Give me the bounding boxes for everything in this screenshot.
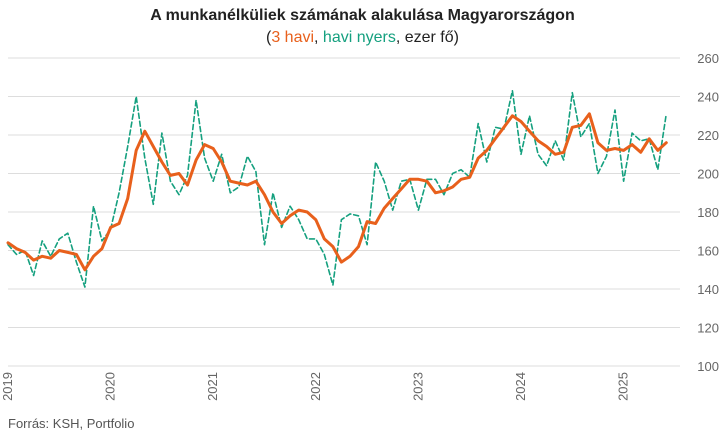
- y-tick-label-160: 160: [697, 244, 719, 259]
- y-tick-label-220: 220: [697, 128, 719, 143]
- chart-title: A munkanélküliek számának alakulása Magy…: [150, 7, 575, 24]
- subtitle-rest: , ezer fő): [395, 29, 459, 46]
- legend-havi-nyers: havi nyers: [322, 29, 396, 46]
- y-tick-label-100: 100: [697, 359, 719, 374]
- y-tick-label-140: 140: [697, 282, 719, 297]
- x-tick-label-2022: 2022: [308, 372, 323, 401]
- series-havi-nyers-line: [7, 89, 668, 288]
- x-tick-label-2024: 2024: [513, 372, 528, 401]
- y-tick-label-180: 180: [697, 205, 719, 220]
- source-note: Forrás: KSH, Portfolio: [8, 416, 135, 431]
- subtitle-open: (: [266, 29, 272, 46]
- y-tick-label-240: 240: [697, 90, 719, 105]
- chart-subtitle: (3 havi, havi nyers, ezer fő): [0, 29, 725, 47]
- legend-3havi: 3 havi: [271, 29, 315, 46]
- x-tick-label-2019: 2019: [0, 372, 15, 401]
- x-tick-label-2021: 2021: [205, 372, 220, 401]
- x-tick-label-2020: 2020: [103, 372, 118, 401]
- x-tick-label-2023: 2023: [410, 372, 425, 401]
- y-tick-label-260: 260: [697, 51, 719, 66]
- x-tick-label-2025: 2025: [616, 372, 631, 401]
- subtitle-sep: ,: [314, 29, 323, 46]
- y-tick-label-120: 120: [697, 321, 719, 336]
- series-3-havi-line: [6, 112, 668, 272]
- y-tick-label-200: 200: [697, 167, 719, 182]
